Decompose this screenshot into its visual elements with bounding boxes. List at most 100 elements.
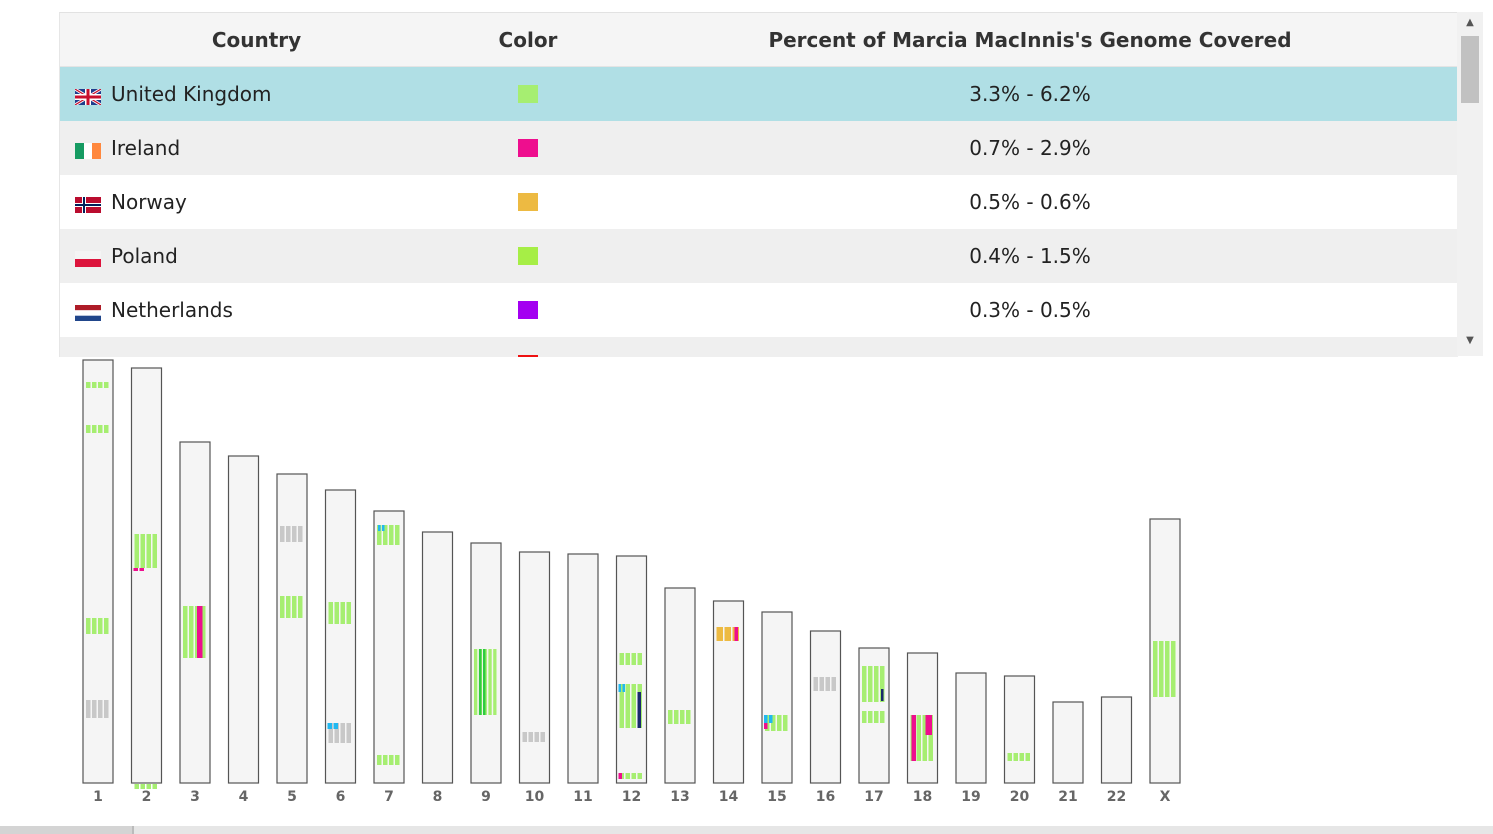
chromosome-label: 20 bbox=[1010, 789, 1030, 805]
color-swatch bbox=[518, 247, 538, 265]
chromosome-bar[interactable] bbox=[567, 553, 599, 784]
chromosome-map: 1 2 3 4 5 6 7 8 9 10 11 12 13 14 15 16 17 18 19 20 21 22 X bbox=[82, 359, 1181, 826]
chromosome-22[interactable]: 22 bbox=[1100, 696, 1133, 805]
chromosome-segment bbox=[327, 723, 338, 729]
chromosome-segment bbox=[1007, 753, 1030, 761]
chromosome-9[interactable]: 9 bbox=[470, 542, 502, 805]
chromosome-segment bbox=[134, 784, 157, 789]
chromosome-segment bbox=[133, 568, 144, 571]
chromosome-label: 5 bbox=[287, 789, 297, 805]
chromosome-label: X bbox=[1160, 789, 1171, 805]
chromosome-21[interactable]: 21 bbox=[1052, 701, 1084, 805]
color-cell bbox=[453, 193, 603, 211]
color-swatch bbox=[518, 193, 538, 211]
chromosome-2[interactable]: 2 bbox=[130, 367, 163, 805]
chromosome-20[interactable]: 20 bbox=[1003, 675, 1036, 805]
table-header: Country Color Percent of Marcia MacInnis… bbox=[60, 13, 1458, 67]
chromosome-10[interactable]: 10 bbox=[518, 551, 551, 805]
color-cell bbox=[453, 301, 603, 319]
chromosome-label: 9 bbox=[481, 789, 491, 805]
table-row[interactable]: Poland 0.4% - 1.5% bbox=[60, 229, 1458, 283]
chromosome-bar[interactable] bbox=[227, 455, 260, 784]
scroll-down-arrow-icon[interactable]: ▼ bbox=[1466, 335, 1474, 346]
chromosome-bar[interactable] bbox=[1003, 675, 1036, 784]
chromosome-bar[interactable] bbox=[1052, 701, 1084, 784]
table-scrollbar[interactable]: ▲ ▼ bbox=[1457, 12, 1483, 356]
chromosome-18[interactable]: 18 bbox=[906, 652, 939, 805]
table-row[interactable]: Ireland 0.7% - 2.9% bbox=[60, 121, 1458, 175]
table-row[interactable] bbox=[60, 337, 1458, 357]
chromosome-segment bbox=[377, 755, 400, 765]
country-name: Poland bbox=[111, 244, 178, 268]
chromosome-segment bbox=[280, 596, 303, 618]
horizontal-scrollbar[interactable] bbox=[0, 826, 1493, 834]
chromosome-label: 10 bbox=[525, 789, 545, 805]
table-row[interactable]: United Kingdom 3.3% - 6.2% bbox=[60, 67, 1458, 121]
table-row[interactable]: Norway 0.5% - 0.6% bbox=[60, 175, 1458, 229]
chromosome-bar[interactable] bbox=[955, 672, 987, 784]
chromosome-segment bbox=[86, 382, 109, 388]
chromosome-segment bbox=[328, 723, 351, 743]
chromosome-16[interactable]: 16 bbox=[809, 630, 842, 805]
chromosome-label: 15 bbox=[767, 789, 786, 805]
chromosome-12[interactable]: 12 bbox=[615, 555, 648, 805]
chromosome-4[interactable]: 4 bbox=[227, 455, 260, 805]
scroll-up-arrow-icon[interactable]: ▲ bbox=[1466, 17, 1474, 28]
country-cell: Netherlands bbox=[60, 298, 453, 322]
chromosome-segment bbox=[911, 715, 916, 761]
chromosome-segment bbox=[86, 618, 109, 634]
chromosome-bar[interactable] bbox=[276, 473, 308, 784]
chromosome-bar[interactable] bbox=[130, 367, 163, 784]
chromosome-1[interactable]: 1 bbox=[82, 359, 114, 805]
table-row[interactable]: Netherlands 0.3% - 0.5% bbox=[60, 283, 1458, 337]
chromosome-bar[interactable] bbox=[518, 551, 551, 784]
chromosome-17[interactable]: 17 bbox=[858, 647, 890, 805]
chromosome-11[interactable]: 11 bbox=[567, 553, 599, 805]
country-name: United Kingdom bbox=[111, 82, 272, 106]
chromosome-label: 18 bbox=[913, 789, 932, 805]
chromosome-bar[interactable] bbox=[664, 587, 696, 784]
chromosome-bar[interactable] bbox=[1100, 696, 1133, 784]
chromosome-7[interactable]: 7 bbox=[373, 510, 405, 805]
chromosome-label: 6 bbox=[336, 789, 346, 805]
chromosome-bar[interactable] bbox=[373, 510, 405, 784]
country-cell: Ireland bbox=[60, 136, 453, 160]
table-body: United Kingdom 3.3% - 6.2% Ireland 0.7% - 2… bbox=[60, 67, 1458, 357]
scrollbar-thumb[interactable] bbox=[1461, 36, 1479, 103]
chromosome-label: 1 bbox=[93, 789, 103, 805]
country-column-header[interactable]: Country bbox=[211, 27, 302, 52]
chromosome-bar[interactable] bbox=[82, 359, 114, 784]
percent-column-header[interactable]: Percent of Marcia MacInnis's Genome Cove… bbox=[768, 27, 1292, 52]
color-swatch bbox=[518, 301, 538, 319]
chromosome-label: 8 bbox=[433, 789, 443, 805]
chromosome-14[interactable]: 14 bbox=[712, 600, 745, 805]
uk-flag-icon bbox=[74, 86, 102, 107]
color-column-header[interactable]: Color bbox=[498, 27, 558, 52]
country-cell: Poland bbox=[60, 244, 453, 268]
percent-range: 0.7% - 2.9% bbox=[969, 136, 1091, 160]
chromosome-8[interactable]: 8 bbox=[421, 531, 454, 805]
chromosome-segment bbox=[734, 627, 738, 641]
percent-range: 0.5% - 0.6% bbox=[969, 190, 1091, 214]
country-cell: United Kingdom bbox=[60, 82, 453, 107]
chromosome-label: 19 bbox=[961, 789, 980, 805]
chromosome-15[interactable]: 15 bbox=[761, 611, 793, 805]
chromosome-bar[interactable] bbox=[761, 611, 793, 784]
chromosome-13[interactable]: 13 bbox=[664, 587, 696, 805]
chromosome-X[interactable]: X bbox=[1149, 518, 1181, 805]
chromosome-segment bbox=[197, 606, 203, 658]
chromosome-segment bbox=[618, 684, 625, 692]
color-cell bbox=[453, 355, 603, 357]
chromosome-6[interactable]: 6 bbox=[324, 489, 357, 805]
chromosome-bar[interactable] bbox=[615, 555, 648, 784]
chromosome-bar[interactable] bbox=[809, 630, 842, 784]
chromosome-bar[interactable] bbox=[421, 531, 454, 784]
chromosome-19[interactable]: 19 bbox=[955, 672, 987, 805]
chromosome-label: 3 bbox=[190, 789, 200, 805]
chromosome-5[interactable]: 5 bbox=[276, 473, 308, 805]
horizontal-scrollbar-thumb[interactable] bbox=[0, 826, 134, 834]
chromosome-segment bbox=[813, 677, 836, 691]
color-cell bbox=[453, 85, 603, 103]
chromosome-label: 16 bbox=[816, 789, 835, 805]
chromosome-3[interactable]: 3 bbox=[179, 441, 211, 826]
